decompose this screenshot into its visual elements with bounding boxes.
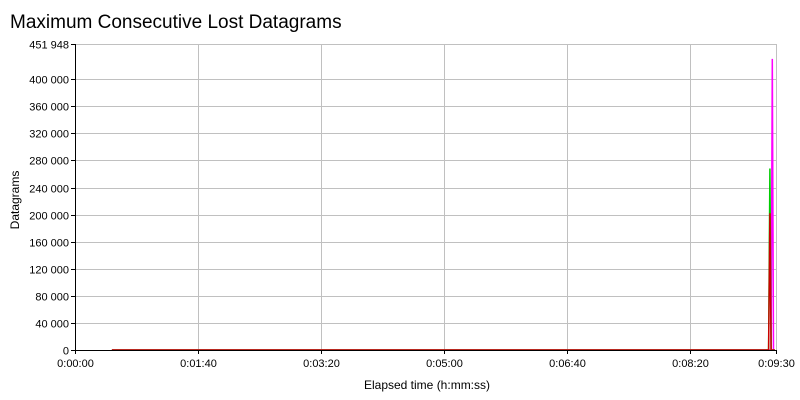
x-tick-label: 0:01:40 <box>180 358 217 370</box>
chart-title: Maximum Consecutive Lost Datagrams <box>10 12 342 33</box>
y-tick-label: 240 000 <box>29 184 69 196</box>
y-axis-label: Datagrams <box>8 171 22 230</box>
axes <box>71 44 777 354</box>
y-tick-label: 320 000 <box>29 129 69 141</box>
y-tick-label: 400 000 <box>29 75 69 87</box>
y-tick-label: 360 000 <box>29 102 69 114</box>
x-tick-label: 0:00:00 <box>57 358 94 370</box>
x-tick-label: 0:09:30 <box>758 358 795 370</box>
x-tick-label: 0:06:40 <box>549 358 586 370</box>
series-lines <box>111 58 775 351</box>
y-tick-label: 80 000 <box>35 292 69 304</box>
y-tick-label: 120 000 <box>29 265 69 277</box>
y-tick-label: 200 000 <box>29 211 69 223</box>
y-tick-label: 40 000 <box>35 319 69 331</box>
series-line <box>111 58 775 351</box>
y-tick-label: 280 000 <box>29 156 69 168</box>
series-line <box>111 168 775 351</box>
gridlines <box>75 44 777 350</box>
series-line <box>111 213 775 351</box>
tick-labels: 0 40 000 80 000 120 000 160 000 200 000 240 00… <box>29 40 795 371</box>
x-axis-label: Elapsed time (h:mm:ss) <box>364 378 490 392</box>
y-tick-label: 160 000 <box>29 238 69 250</box>
y-tick-label: 0 <box>63 346 69 358</box>
x-tick-label: 0:08:20 <box>672 358 709 370</box>
y-tick-label: 451 948 <box>29 40 69 52</box>
x-tick-label: 0:05:00 <box>426 358 463 370</box>
x-tick-label: 0:03:20 <box>303 358 340 370</box>
